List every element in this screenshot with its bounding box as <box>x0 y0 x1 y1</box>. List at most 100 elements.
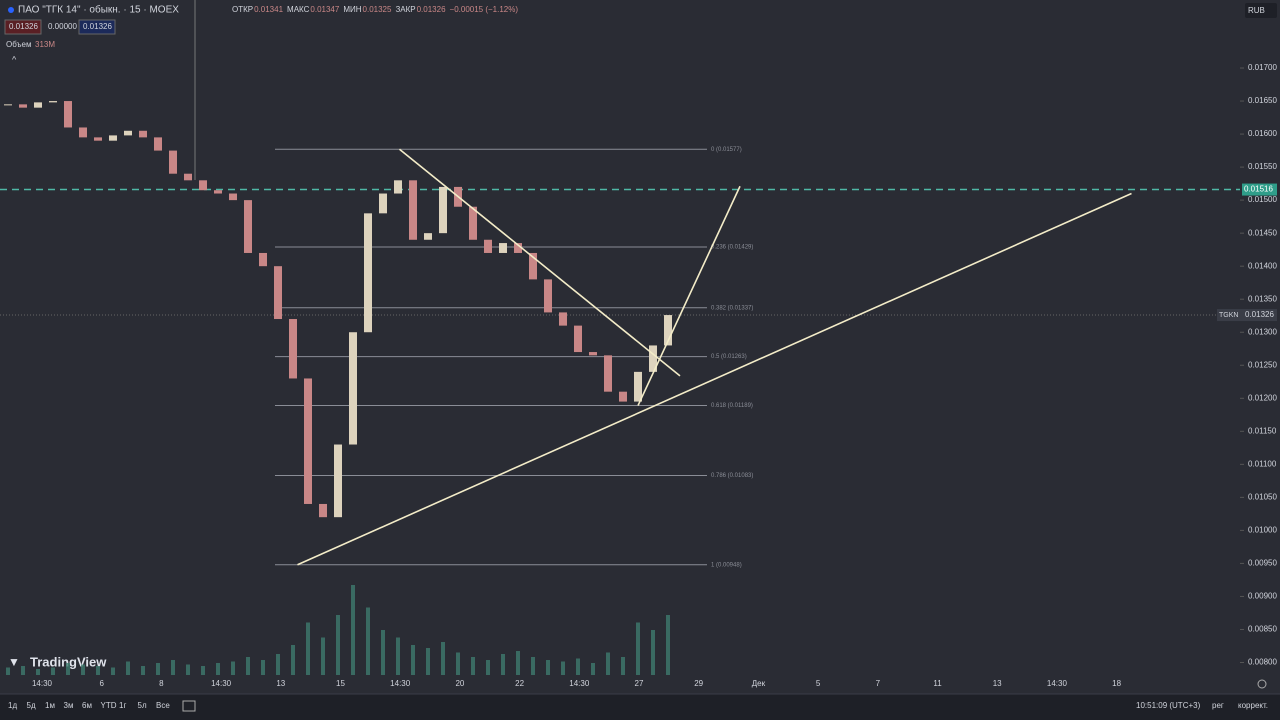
volume-bar <box>411 645 415 675</box>
range-button[interactable]: YTD <box>101 701 117 710</box>
candle-body <box>229 193 237 201</box>
volume-bar <box>171 660 175 675</box>
price-box: 0.00000 <box>48 22 77 31</box>
x-tick-label: 22 <box>515 679 524 688</box>
ohlc-value: 0.01325 <box>363 5 392 14</box>
y-tick-label: 0.00800 <box>1248 658 1277 667</box>
volume-bar <box>396 637 400 675</box>
candle-body <box>94 137 102 141</box>
candle-body <box>499 243 507 253</box>
change: −0.00015 (−1.12%) <box>450 5 519 14</box>
y-tick-label: 0.00950 <box>1248 559 1277 568</box>
y-tick-label: 0.01200 <box>1248 393 1277 402</box>
x-tick-label: 14:30 <box>390 679 411 688</box>
volume-total: 313M <box>35 40 55 49</box>
toolbar-bg <box>0 694 1280 720</box>
fib-label: 0.786 (0.01083) <box>711 473 753 479</box>
range-button[interactable]: 5л <box>138 701 147 710</box>
range-button[interactable]: 5д <box>27 701 36 710</box>
candle-body <box>199 180 207 191</box>
volume-bar <box>36 669 40 675</box>
fib-label: 0.5 (0.01263) <box>711 354 747 360</box>
price-box-bg <box>4 19 42 35</box>
volume-label: Объем <box>6 40 32 49</box>
adjust[interactable]: коррект. <box>1238 701 1268 710</box>
ohlc-value: 0.01326 <box>417 5 446 14</box>
candle-body <box>4 104 12 106</box>
volume-bar <box>156 663 160 675</box>
candle-body <box>424 233 432 240</box>
candle-body <box>259 252 267 267</box>
settings-icon[interactable] <box>1257 679 1267 689</box>
candle-body <box>19 104 27 108</box>
volume-bar <box>381 630 385 675</box>
ohlc-key: МИН <box>343 5 361 14</box>
y-tick-label: 0.01600 <box>1248 129 1277 138</box>
y-tick-label: 0.01300 <box>1248 327 1277 336</box>
ohlc-value: 0.01341 <box>254 5 283 14</box>
volume-bar <box>606 652 610 675</box>
range-button[interactable]: 6м <box>82 701 92 710</box>
x-tick-label: 14:30 <box>32 679 53 688</box>
candle-body <box>274 266 282 320</box>
collapse-icon[interactable]: ^ <box>12 54 17 64</box>
y-tick-label: 0.01100 <box>1248 459 1277 468</box>
volume-bar <box>441 642 445 675</box>
candle-body <box>514 243 522 253</box>
candle-body <box>139 130 147 138</box>
volume-bar <box>261 660 265 675</box>
volume-bar <box>621 657 625 675</box>
session[interactable]: рег <box>1212 701 1224 710</box>
volume-bar <box>516 651 520 675</box>
x-tick-label: 13 <box>993 679 1002 688</box>
candle-body <box>334 444 342 518</box>
volume-bar <box>336 615 340 675</box>
candle-body <box>589 352 597 356</box>
volume-bar <box>186 664 190 675</box>
candle-body <box>124 130 132 136</box>
x-tick-label: 20 <box>455 679 464 688</box>
candle-body <box>79 127 87 138</box>
volume-bar <box>576 658 580 675</box>
range-button[interactable]: 3м <box>64 701 74 710</box>
volume-bar <box>51 667 55 675</box>
ticker-box <box>1217 309 1243 322</box>
volume-bar <box>636 622 640 675</box>
price-box: 0.01326 <box>83 22 112 31</box>
fib-label: 1 (0.00948) <box>711 562 742 568</box>
x-tick-label: 29 <box>694 679 703 688</box>
volume-bar <box>141 666 145 675</box>
volume-bar <box>111 667 115 675</box>
last-price-box <box>1243 309 1277 322</box>
volume-bar <box>591 663 595 675</box>
currency-box[interactable] <box>1245 3 1277 18</box>
x-tick-label: 18 <box>1112 679 1121 688</box>
currency[interactable]: RUB <box>1248 6 1265 15</box>
last-price-label: 0.01326 <box>1245 310 1274 319</box>
calendar-icon[interactable] <box>182 700 196 712</box>
candle-body <box>64 101 72 128</box>
range-button[interactable]: 1г <box>119 701 126 710</box>
range-button[interactable]: 1д <box>8 701 17 710</box>
volume-bar <box>81 664 85 675</box>
range-button[interactable]: 1м <box>45 701 55 710</box>
candle-body <box>634 371 642 402</box>
candle-body <box>484 239 492 253</box>
range-button[interactable]: Все <box>156 701 170 710</box>
volume-bar <box>546 660 550 675</box>
candle-body <box>394 180 402 194</box>
volume-bar <box>561 661 565 675</box>
volume-bar <box>216 663 220 675</box>
volume-bar <box>246 657 250 675</box>
volume-bar <box>96 666 100 675</box>
volume-bar <box>366 607 370 675</box>
y-tick-label: 0.00900 <box>1248 592 1277 601</box>
candle-body <box>649 345 657 372</box>
volume-bar <box>276 654 280 675</box>
volume-bar <box>231 661 235 675</box>
candle-body <box>319 503 327 518</box>
fib-label: 0.618 (0.01189) <box>711 403 753 409</box>
candle-body <box>439 186 447 234</box>
x-tick-label: 14:30 <box>211 679 232 688</box>
candle-body <box>559 312 567 326</box>
